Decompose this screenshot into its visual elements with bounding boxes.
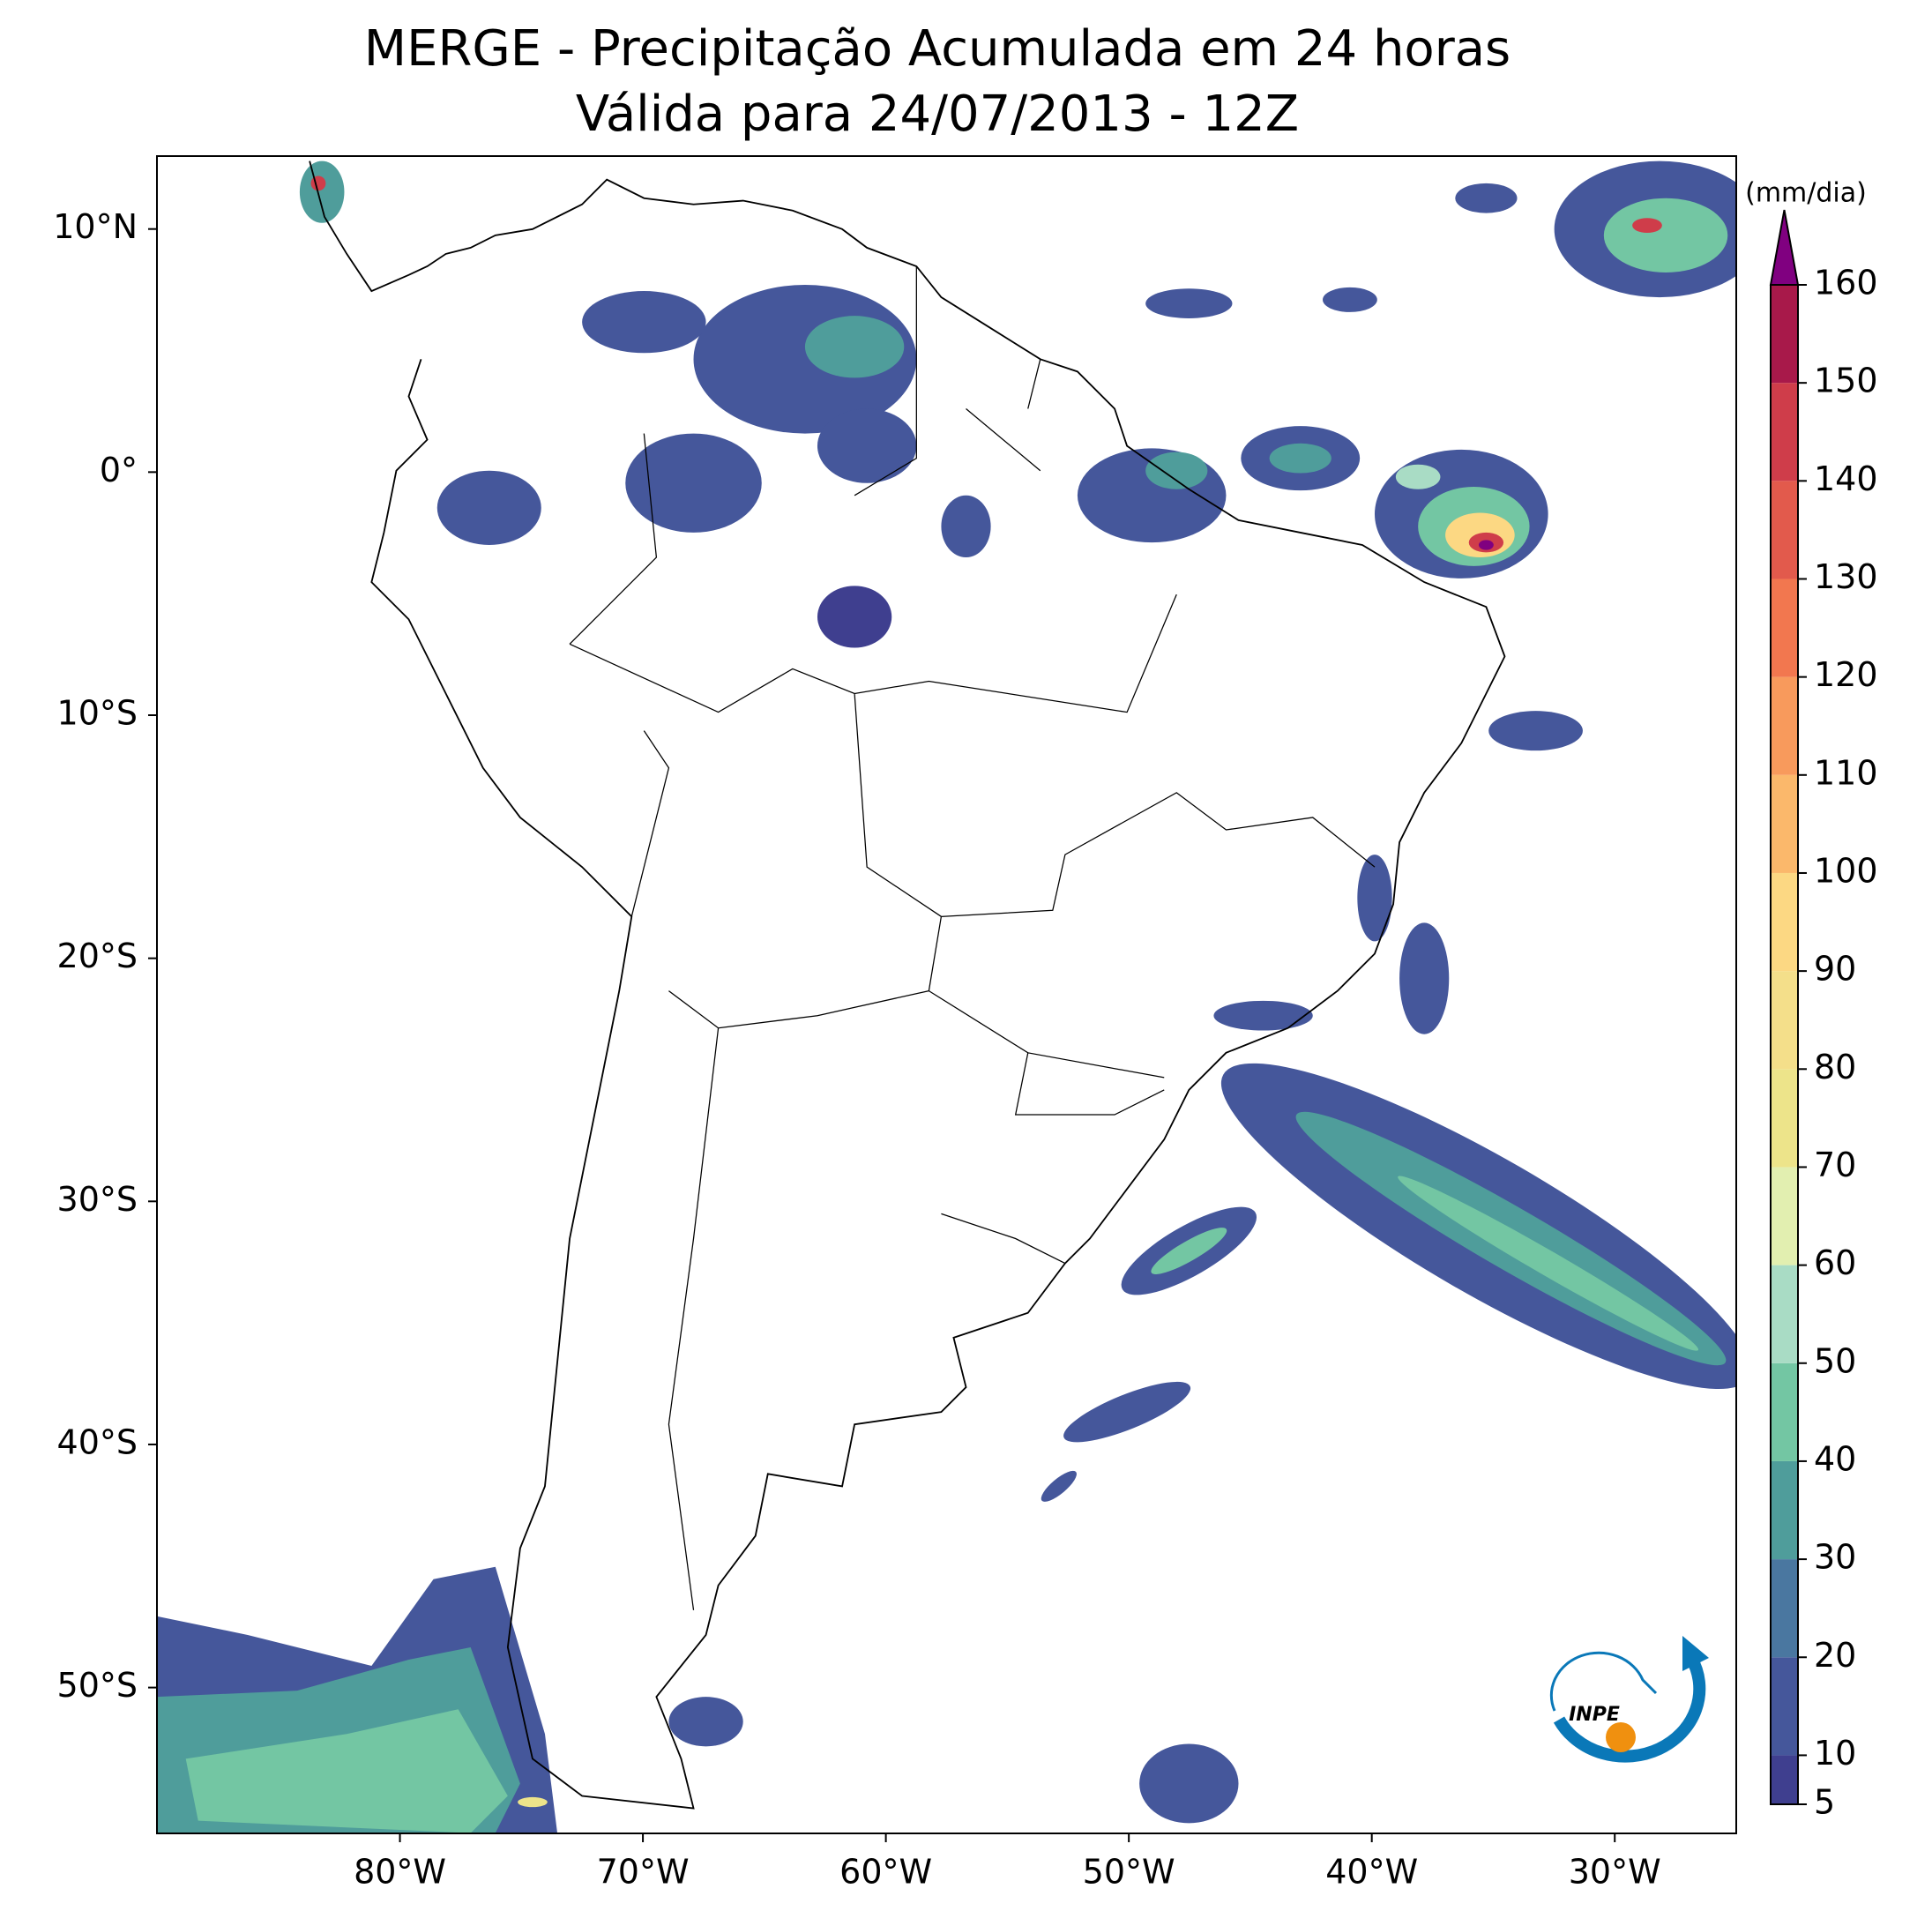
colorbar-segment [1771,481,1798,579]
coastlines [309,160,1506,1810]
x-tick-label: 80°W [354,1853,446,1892]
colorbar-tick-label: 10 [1814,1734,1856,1773]
colorbar-tick-label: 140 [1814,459,1878,498]
x-tick-label: 60°W [839,1853,932,1892]
colorbar-tick-label: 150 [1814,362,1878,400]
map-area [157,160,1736,1833]
y-tick-label: 20°S [57,937,138,975]
colorbar-segment [1771,676,1798,775]
colorbar-segment [1771,1559,1798,1658]
logo: INPE [1549,1636,1709,1763]
colorbar-segment [1771,1362,1798,1461]
colorbar-tick-label: 100 [1814,851,1878,890]
colorbar: (mm/dia) 5 10 20 30 40 50 60 70 80 90 100 110 120 130… [1745,178,1877,1822]
colorbar-tick-label: 130 [1814,557,1878,596]
axes: 80°W 70°W 60°W 50°W 40°W 30°W 10°N 0° 10°S 20°S 30… [53,207,1660,1891]
y-tick-label: 40°S [57,1422,138,1461]
logo-text: INPE [1569,1704,1620,1726]
colorbar-segment [1771,285,1798,384]
precipitation [157,160,1736,1833]
x-tick-label: 30°W [1569,1853,1661,1892]
colorbar-segment [1771,1460,1798,1560]
map-subtitle: Válida para 24/07/2013 - 12Z [576,86,1299,143]
map-frame [156,155,1737,1834]
x-tick-label: 40°W [1325,1853,1418,1892]
colorbar-segment [1771,1755,1798,1804]
colorbar-tick-label: 50 [1814,1341,1856,1380]
y-tick-label: 50°S [57,1666,138,1705]
colorbar-label: (mm/dia) [1745,178,1867,209]
y-tick-label: 10°S [57,694,138,733]
colorbar-tick-label: 70 [1814,1146,1856,1184]
colorbar-extension [1769,209,1800,286]
colorbar-segment [1771,383,1798,481]
y-tick-label: 0° [100,451,138,489]
colorbar-tick-label: 60 [1814,1243,1856,1282]
colorbar-frame [1770,284,1799,1805]
colorbar-tick-label: 5 [1814,1783,1835,1822]
colorbar-segment [1771,1657,1798,1756]
colorbar-tick-label: 40 [1814,1439,1856,1478]
colorbar-segment [1771,1265,1798,1363]
colorbar-segment [1771,872,1798,972]
colorbar-segment [1771,1167,1798,1265]
colorbar-segment [1771,1069,1798,1168]
colorbar-segment [1771,971,1798,1070]
colorbar-tick-label: 30 [1814,1538,1856,1577]
colorbar-tick-label: 110 [1814,753,1878,792]
colorbar-segment [1771,774,1798,873]
colorbar-tick-label: 80 [1814,1048,1856,1086]
colorbar-tick-label: 120 [1814,655,1878,694]
x-tick-label: 50°W [1083,1853,1175,1892]
colorbar-tick-label: 90 [1814,950,1856,989]
map-title: MERGE - Precipitação Acumulada em 24 hor… [364,20,1511,78]
colorbar-tick-label: 160 [1814,264,1878,302]
y-tick-label: 10°N [53,207,138,246]
colorbar-segment [1771,579,1798,677]
y-tick-label: 30°S [57,1180,138,1219]
x-tick-label: 70°W [597,1853,690,1892]
colorbar-tick-label: 20 [1814,1636,1856,1675]
